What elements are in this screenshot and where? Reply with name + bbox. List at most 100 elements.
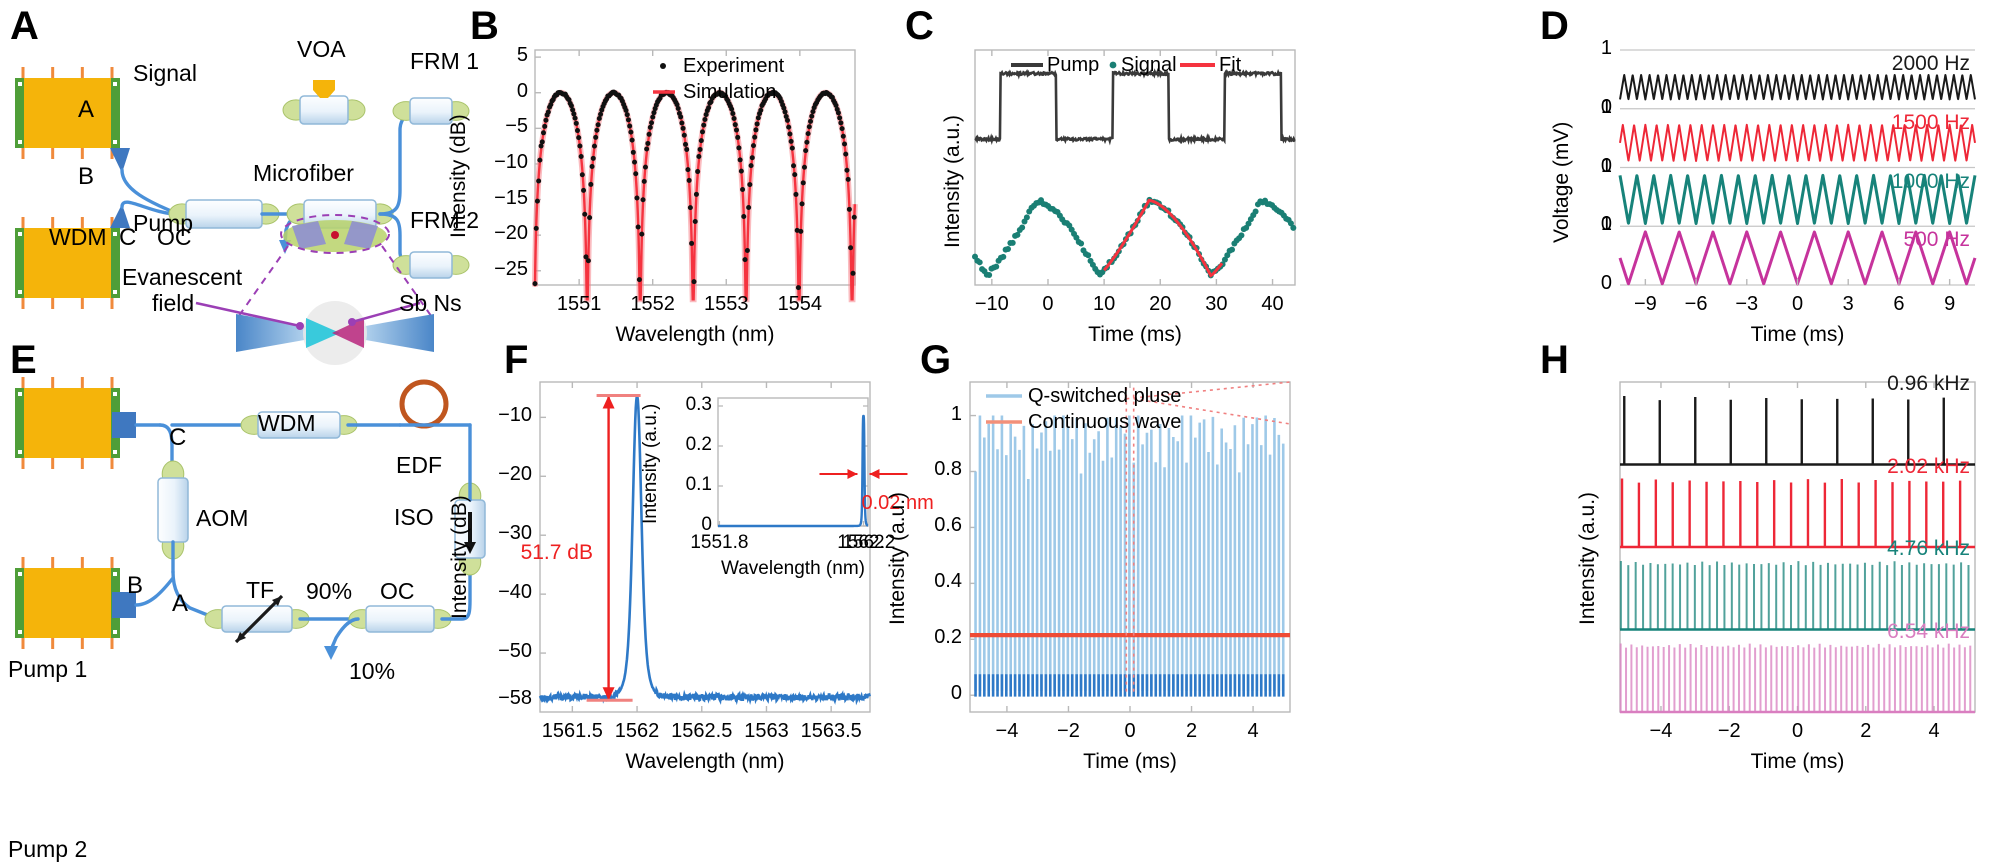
panelA-port-A: A — [78, 96, 94, 124]
panelH-label-0: 0.96 kHz — [1835, 372, 1970, 396]
panel-label-H: H — [1540, 340, 1568, 380]
panelH-xlabel: Time (ms) — [1620, 750, 1975, 774]
panelA-evanescent-label: Evanescent — [122, 264, 242, 291]
panelF-xlabel: Wavelength (nm) — [540, 750, 870, 774]
panelG-ytick-4: 0.8 — [912, 458, 962, 481]
panelA-oc-label: OC — [157, 224, 192, 251]
panelF-ylabel: Intensity (dB) — [448, 495, 472, 619]
panelD-ytick-1-0: 1 — [1582, 37, 1612, 60]
panelH-xtick-4: 4 — [1894, 720, 1974, 743]
panelH-ylabel: Intensity (a.u.) — [1576, 492, 1600, 625]
panel-label-B: B — [470, 6, 498, 46]
fiber-path — [380, 112, 442, 214]
panelC-legend — [1011, 62, 1215, 69]
panel-f-inset-plot — [718, 398, 868, 526]
panelG-qswitched-pulses — [976, 416, 1284, 697]
panelG-legend-1: Continuous wave — [1028, 411, 1181, 434]
panelA-voa-label: VOA — [297, 36, 346, 63]
panelE-10-label: 10% — [349, 658, 395, 685]
panelD-label-0: 2000 Hz — [1845, 52, 1970, 76]
panelB-ytick-0: 5 — [473, 44, 528, 67]
figure-root: A Signal Pump WDM OC VOA FRM 1 FRM 2 Microfiber E… — [0, 0, 2000, 854]
panelF-ytick-1: −20 — [474, 463, 532, 486]
panelG-ytick-0: 0 — [912, 682, 962, 705]
panelB-xlabel: Wavelength (nm) — [535, 323, 855, 347]
panelB-ytick-6: −25 — [473, 258, 528, 281]
panelB-ytick-5: −20 — [473, 222, 528, 245]
voa-attenuator — [283, 96, 365, 124]
panelC-legend-2: Fit — [1219, 54, 1241, 77]
panelA-port-B: B — [78, 163, 94, 191]
panelB-ytick-1: 0 — [473, 80, 528, 103]
panelC-ylabel: Intensity (a.u.) — [941, 114, 965, 247]
panelF-inset-ytick-1: 0.1 — [666, 474, 712, 496]
panelG-legend-0: Q-switched pluse — [1028, 385, 1181, 408]
panelD-ytick-1-2: 1 — [1582, 155, 1612, 178]
panelF-inset-ytick-3: 0.3 — [666, 394, 712, 416]
panelC-legend-0: Pump — [1047, 54, 1099, 77]
panelF-inset-xlabel: Wavelength (nm) — [718, 558, 868, 580]
panelC-fit-line — [1104, 200, 1222, 275]
panelF-inset-xtick-0: 1551.8 — [673, 532, 765, 554]
panelE-pump2-label: Pump 2 — [8, 836, 87, 863]
panelF-ytick-3: −40 — [474, 581, 532, 604]
panelB-ytick-3: −10 — [473, 151, 528, 174]
panelE-oc-label: OC — [380, 578, 415, 605]
panelB-xtick-1553: 1553 — [686, 293, 766, 316]
panel-label-C: C — [905, 6, 933, 46]
panelG-ytick-5: 1 — [912, 403, 962, 426]
panelA-evanescent-label2: field — [152, 290, 194, 317]
panelD-xlabel: Time (ms) — [1620, 323, 1975, 347]
panelB-legend-1: Simulation — [683, 81, 776, 104]
panelD-label-1: 1500 Hz — [1845, 111, 1970, 135]
panelA-wdm-label: WDM — [49, 224, 106, 251]
panelE-pump1-label: Pump 1 — [8, 656, 87, 683]
panelC-xtick-5: 40 — [1233, 293, 1313, 316]
panelG-xlabel: Time (ms) — [970, 750, 1290, 774]
frm-2-mirror — [393, 252, 469, 278]
panelH-label-3: 6.54 kHz — [1835, 620, 1970, 644]
panelA-microfiber-label: Microfiber — [253, 160, 354, 187]
panelH-label-2: 4.76 kHz — [1835, 537, 1970, 561]
panelG-ytick-3: 0.6 — [912, 514, 962, 537]
signal-laser-diode — [15, 67, 120, 159]
panelC-xlabel: Time (ms) — [975, 323, 1295, 347]
panelE-edf-label: EDF — [396, 452, 442, 479]
panelF-ytick-4: −50 — [474, 640, 532, 663]
pump2-laser-diode — [15, 557, 120, 649]
panelF-annotation: 51.7 dB — [521, 541, 593, 565]
panelC-legend-1: Signal — [1121, 54, 1177, 77]
panel-label-D: D — [1540, 6, 1568, 46]
panelE-aom-label: AOM — [196, 505, 248, 532]
panelA-sbns-label: Sb Ns — [399, 290, 462, 317]
panelB-legend-0: Experiment — [683, 55, 784, 78]
panelA-signal-label: Signal — [133, 60, 197, 87]
panelE-wdm-label: WDM — [258, 410, 315, 437]
panelB-ytick-4: −15 — [473, 187, 528, 210]
panelG-ylabel: Intensity (a.u.) — [886, 492, 910, 625]
panel-label-F: F — [504, 340, 527, 380]
panelG-ytick-2: 0.4 — [912, 570, 962, 593]
panelC-pump-trace — [975, 72, 1295, 141]
panelG-xtick-4: 4 — [1213, 720, 1293, 743]
panelE-port-A: A — [172, 590, 188, 618]
panelG-ytick-1: 0.2 — [912, 626, 962, 649]
panelF-ytick-floor: −58 — [474, 687, 532, 710]
panelD-ytick-1-1: 1 — [1582, 96, 1612, 119]
panelF-ytick-0: −10 — [474, 404, 532, 427]
panelC-signal-dots — [972, 197, 1296, 278]
panelE-tf-label: TF — [246, 577, 274, 604]
panelE-port-C: C — [169, 424, 186, 452]
panel-c-plot — [975, 50, 1295, 285]
panelD-label-3: 500 Hz — [1845, 228, 1970, 252]
panelE-iso-label: ISO — [394, 504, 434, 531]
panelB-xtick-1552: 1552 — [613, 293, 693, 316]
panelF-inset-ytick-2: 0.2 — [666, 434, 712, 456]
oc-component-e — [349, 606, 451, 632]
panelG-legend — [986, 396, 1022, 422]
panelD-label-2: 1000 Hz — [1845, 170, 1970, 194]
panelD-ylabel: Voltage (mV) — [1550, 121, 1574, 242]
panelH-train-6.54 — [1620, 644, 1975, 713]
panelB-xtick-1554: 1554 — [760, 293, 840, 316]
panelF-xtick-4: 1563.5 — [783, 720, 879, 743]
